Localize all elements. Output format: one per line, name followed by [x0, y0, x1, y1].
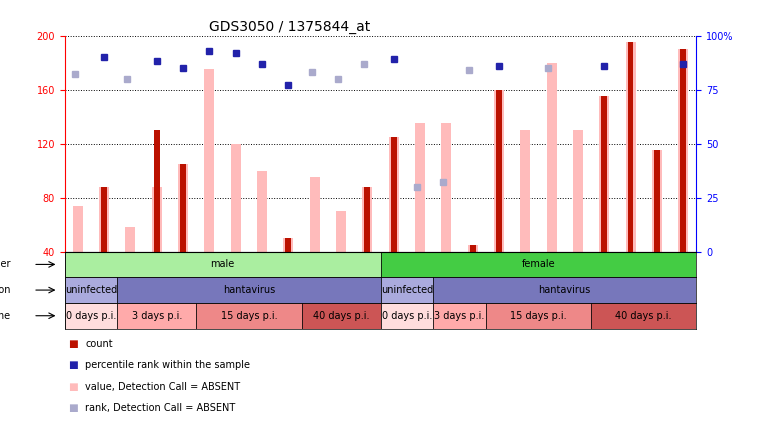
Bar: [494, 90, 504, 252]
Bar: [257, 170, 267, 252]
Text: time: time: [0, 311, 11, 321]
Text: rank, Detection Call = ABSENT: rank, Detection Call = ABSENT: [85, 403, 235, 413]
Bar: [601, 96, 607, 252]
Bar: [117, 277, 380, 303]
Bar: [380, 252, 696, 277]
Bar: [101, 187, 107, 252]
Text: hantavirus: hantavirus: [539, 285, 591, 295]
Bar: [680, 49, 686, 252]
Text: uninfected: uninfected: [65, 285, 117, 295]
Text: 15 days p.i.: 15 days p.i.: [510, 311, 567, 321]
Bar: [99, 187, 109, 252]
Bar: [628, 42, 633, 252]
Bar: [467, 245, 478, 252]
Text: value, Detection Call = ABSENT: value, Detection Call = ABSENT: [85, 382, 240, 392]
Bar: [389, 137, 399, 252]
Bar: [380, 277, 433, 303]
Bar: [470, 245, 476, 252]
Bar: [599, 96, 610, 252]
Bar: [626, 42, 635, 252]
Text: hantavirus: hantavirus: [223, 285, 275, 295]
Text: male: male: [211, 259, 234, 270]
Bar: [496, 90, 501, 252]
Bar: [65, 303, 117, 329]
Text: 3 days p.i.: 3 days p.i.: [435, 311, 485, 321]
Bar: [285, 238, 291, 252]
Text: 3 days p.i.: 3 days p.i.: [132, 311, 182, 321]
Bar: [151, 187, 162, 252]
Bar: [362, 187, 372, 252]
Text: ■: ■: [68, 403, 78, 413]
Bar: [310, 177, 320, 252]
Bar: [546, 63, 556, 252]
Bar: [117, 303, 196, 329]
Bar: [336, 211, 346, 252]
Text: uninfected: uninfected: [380, 285, 433, 295]
Text: female: female: [521, 259, 556, 270]
Text: 0 days p.i.: 0 days p.i.: [381, 311, 432, 321]
Bar: [415, 123, 425, 252]
Text: ■: ■: [68, 382, 78, 392]
Bar: [365, 187, 371, 252]
Bar: [231, 143, 240, 252]
Text: 40 days p.i.: 40 days p.i.: [313, 311, 369, 321]
Bar: [486, 303, 591, 329]
Bar: [678, 49, 688, 252]
Bar: [433, 277, 696, 303]
Bar: [441, 123, 451, 252]
Bar: [178, 164, 188, 252]
Bar: [654, 151, 660, 252]
Bar: [65, 252, 380, 277]
Bar: [521, 130, 530, 252]
Bar: [73, 206, 83, 252]
Bar: [301, 303, 380, 329]
Text: ■: ■: [68, 361, 78, 370]
Bar: [154, 130, 160, 252]
Text: infection: infection: [0, 285, 11, 295]
Text: GDS3050 / 1375844_at: GDS3050 / 1375844_at: [209, 20, 370, 34]
Text: 0 days p.i.: 0 days p.i.: [65, 311, 116, 321]
Bar: [196, 303, 301, 329]
Bar: [180, 164, 186, 252]
Bar: [433, 303, 486, 329]
Bar: [573, 130, 583, 252]
Bar: [283, 238, 294, 252]
Bar: [380, 303, 433, 329]
Bar: [390, 137, 396, 252]
Bar: [126, 227, 135, 252]
Text: gender: gender: [0, 259, 11, 270]
Bar: [205, 69, 215, 252]
Text: percentile rank within the sample: percentile rank within the sample: [85, 361, 250, 370]
Text: 15 days p.i.: 15 days p.i.: [221, 311, 277, 321]
Bar: [591, 303, 696, 329]
Bar: [65, 277, 117, 303]
Text: count: count: [85, 339, 113, 349]
Text: ■: ■: [68, 339, 78, 349]
Bar: [652, 151, 662, 252]
Text: 40 days p.i.: 40 days p.i.: [616, 311, 672, 321]
